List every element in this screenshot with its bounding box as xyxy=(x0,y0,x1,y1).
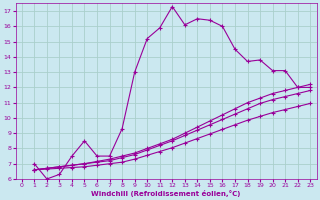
X-axis label: Windchill (Refroidissement éolien,°C): Windchill (Refroidissement éolien,°C) xyxy=(91,190,241,197)
